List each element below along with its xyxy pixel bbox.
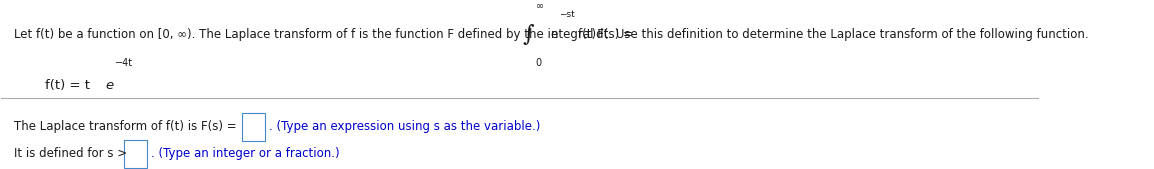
Text: ∞: ∞ (535, 1, 544, 11)
Text: It is defined for s >: It is defined for s > (14, 147, 130, 160)
Text: −st: −st (559, 10, 575, 19)
Text: e: e (550, 28, 557, 41)
Text: e: e (105, 79, 113, 92)
Text: f(t)dt. Use this definition to determine the Laplace transform of the following : f(t)dt. Use this definition to determine… (578, 28, 1089, 41)
Text: . (Type an integer or a fraction.): . (Type an integer or a fraction.) (151, 147, 339, 160)
Text: 0: 0 (535, 58, 542, 68)
Text: The Laplace transform of f(t) is F(s) =: The Laplace transform of f(t) is F(s) = (14, 120, 240, 134)
Text: . (Type an expression using s as the variable.): . (Type an expression using s as the var… (269, 120, 540, 134)
Text: −4t: −4t (114, 58, 133, 68)
Text: f(t) = t: f(t) = t (45, 79, 90, 92)
Text: ∫: ∫ (523, 24, 534, 46)
Text: Let f(t) be a function on [0, ∞). The Laplace transform of f is the function F d: Let f(t) be a function on [0, ∞). The La… (14, 28, 637, 41)
FancyBboxPatch shape (123, 140, 147, 168)
FancyBboxPatch shape (242, 113, 265, 141)
